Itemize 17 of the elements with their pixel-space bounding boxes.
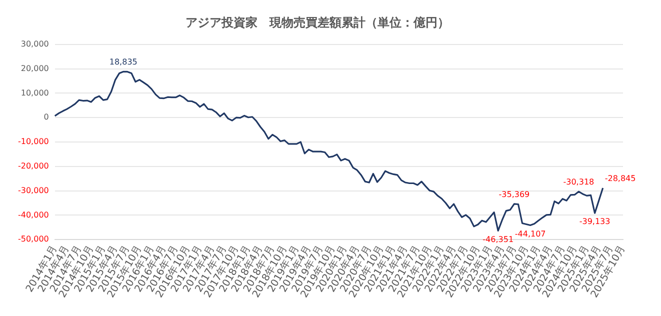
y-tick-label: 20,000 (20, 64, 49, 73)
y-tick-label: -30,000 (18, 186, 49, 195)
y-tick-label: 10,000 (20, 88, 49, 98)
y-tick-label: -40,000 (18, 210, 49, 220)
y-tick-label: 30,000 (20, 39, 49, 48)
data-label: 18,835 (109, 58, 138, 67)
y-tick-label: -50,000 (18, 234, 49, 244)
data-label: -35,369 (498, 190, 530, 199)
y-tick-label: -10,000 (18, 137, 49, 146)
data-label: -44,107 (514, 229, 546, 238)
data-label: -28,845 (604, 174, 636, 184)
data-label: -39,133 (579, 217, 610, 226)
chart-title: アジア投資家 現物売買差額累計（単位：億円） (186, 15, 450, 30)
data-label: -46,351 (482, 234, 514, 244)
y-tick-label: -20,000 (18, 161, 49, 170)
data-label: -30,318 (563, 178, 594, 187)
y-tick-label: 0 (44, 112, 49, 122)
